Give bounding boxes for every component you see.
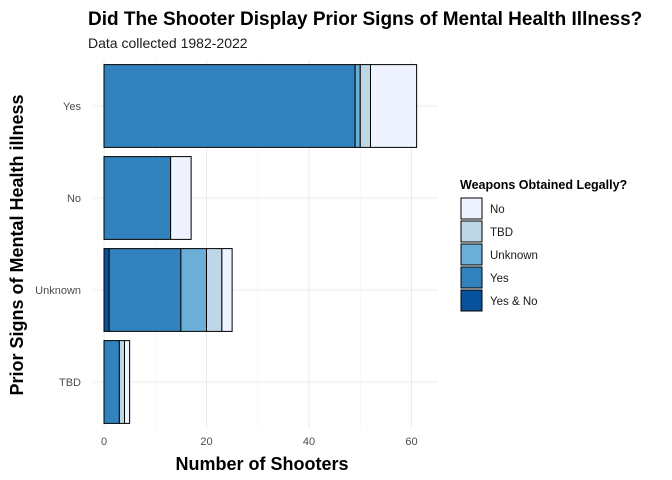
x-tick-label: 0 [101,436,107,448]
legend-label-yes-and-no: Yes & No [490,296,538,308]
legend: Weapons Obtained Legally? No TBD Unknown Ye… [460,178,627,312]
bar-yes-unknown [354,64,361,148]
bar-yes-tbd [359,64,371,148]
x-tick-label: 20 [200,436,212,448]
x-tick-label: 60 [405,436,417,448]
bar-no-no [170,156,192,240]
bar-tbd-tbd [118,340,125,424]
bars [103,64,418,424]
legend-title: Weapons Obtained Legally? [460,178,627,192]
bar-unknown-yes [108,248,182,332]
y-tick-labels: Yes No Unknown TBD [35,101,81,389]
y-tick-label-yes: Yes [63,101,81,113]
bar-tbd-yes [103,340,120,424]
bar-unknown-unknown [180,248,207,332]
y-tick-label-tbd: TBD [59,377,81,389]
x-tick-label: 40 [303,436,315,448]
y-axis-title: Prior Signs of Mental Health illness [7,94,27,395]
chart-subtitle: Data collected 1982-2022 [88,35,248,51]
bar-yes-yes [103,64,356,148]
y-tick-label-no: No [67,193,81,205]
legend-key-no [460,197,483,220]
x-tick-labels: 0 20 40 60 [101,436,418,448]
x-axis-title: Number of Shooters [175,454,348,474]
bar-unknown-yes-and-no [103,248,110,332]
legend-key-yes [460,266,483,289]
chart-title: Did The Shooter Display Prior Signs of M… [88,9,642,30]
legend-key-unknown [460,243,483,266]
bar-tbd-no [124,340,131,424]
bar-yes-no [370,64,418,148]
bar-unknown-no [221,248,233,332]
legend-key-yes-and-no [460,289,483,312]
legend-key-tbd [460,220,483,243]
legend-label-yes: Yes [490,273,509,285]
bar-unknown-tbd [206,248,223,332]
legend-label-unknown: Unknown [490,250,538,262]
bar-no-yes [103,156,172,240]
legend-label-no: No [490,204,505,216]
y-tick-label-unknown: Unknown [35,285,81,297]
legend-label-tbd: TBD [490,227,513,239]
